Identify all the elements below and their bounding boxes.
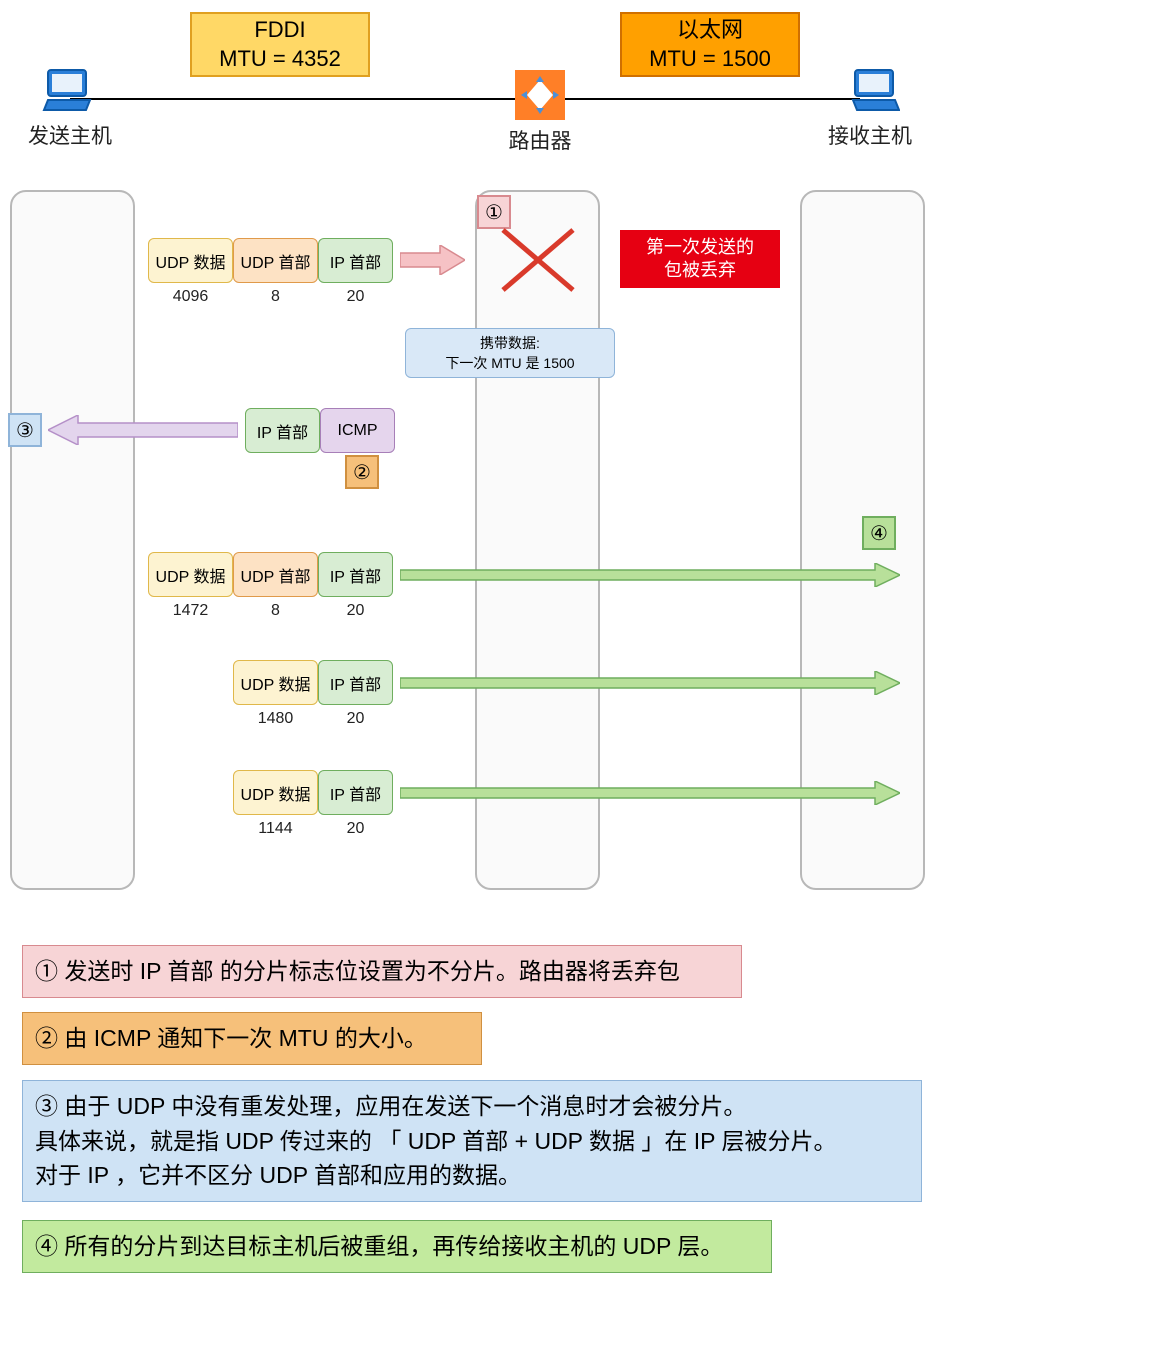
seg-ip-header-1: IP 首部	[318, 238, 393, 283]
receiver-icon	[845, 66, 900, 114]
ethernet-mtu: MTU = 1500	[649, 45, 771, 74]
arrow-pink	[400, 245, 465, 275]
sender-icon	[42, 66, 97, 114]
seg-ip-header-f2: IP 首部	[318, 660, 393, 705]
marker-1: ①	[477, 195, 511, 229]
marker-2: ②	[345, 455, 379, 489]
legend-4: ④ 所有的分片到达目标主机后被重组，再传给接收主机的 UDP 层。	[22, 1220, 772, 1273]
drop-line2: 包被丢弃	[664, 259, 736, 282]
mtu-callout: 携带数据: 下一次 MTU 是 1500	[405, 328, 615, 378]
fddi-mtu-box: FDDI MTU = 4352	[190, 12, 370, 77]
drop-box: 第一次发送的 包被丢弃	[620, 230, 780, 288]
topology-line	[70, 98, 860, 100]
drop-x-icon	[498, 225, 578, 295]
marker-4: ④	[862, 516, 896, 550]
size-4096: 4096	[148, 288, 233, 306]
arrow-green-3	[400, 781, 900, 805]
receiver-label: 接收主机	[820, 120, 920, 150]
ethernet-mtu-box: 以太网 MTU = 1500	[620, 12, 800, 77]
size-8-1: 8	[233, 288, 318, 306]
seg-udp-data-1: UDP 数据	[148, 238, 233, 283]
seg-udp-data-f2: UDP 数据	[233, 660, 318, 705]
sender-host-rect	[10, 190, 135, 890]
size-20-f1: 20	[318, 602, 393, 620]
packet-frag1: UDP 数据 UDP 首部 IP 首部	[148, 552, 393, 597]
size-1480: 1480	[233, 710, 318, 728]
arrow-green-1	[400, 563, 900, 587]
seg-udp-header-1: UDP 首部	[233, 238, 318, 283]
arrow-green-2	[400, 671, 900, 695]
seg-ip-header-icmp: IP 首部	[245, 408, 320, 453]
seg-udp-data-f1: UDP 数据	[148, 552, 233, 597]
callout-line1: 携带数据:	[480, 333, 540, 353]
arrow-purple	[48, 415, 238, 445]
size-20-1: 20	[318, 288, 393, 306]
packet-frag3: UDP 数据 IP 首部	[233, 770, 393, 815]
seg-udp-header-f1: UDP 首部	[233, 552, 318, 597]
ethernet-title: 以太网	[677, 16, 743, 45]
legend-1: ① 发送时 IP 首部 的分片标志位设置为不分片。路由器将丢弃包	[22, 945, 742, 998]
seg-udp-data-f3: UDP 数据	[233, 770, 318, 815]
drop-line1: 第一次发送的	[646, 236, 754, 259]
fddi-mtu: MTU = 4352	[219, 45, 341, 74]
size-1144: 1144	[233, 820, 318, 838]
packet-frag2: UDP 数据 IP 首部	[233, 660, 393, 705]
size-8-f1: 8	[233, 602, 318, 620]
packet-first: UDP 数据 UDP 首部 IP 首部	[148, 238, 393, 283]
packet-icmp: IP 首部 ICMP	[245, 408, 395, 453]
size-20-f2: 20	[318, 710, 393, 728]
seg-ip-header-f1: IP 首部	[318, 552, 393, 597]
legend-2: ② 由 ICMP 通知下一次 MTU 的大小。	[22, 1012, 482, 1065]
size-20-f3: 20	[318, 820, 393, 838]
callout-line2: 下一次 MTU 是 1500	[445, 353, 574, 373]
legend-3: ③ 由于 UDP 中没有重发处理，应用在发送下一个消息时才会被分片。 具体来说，…	[22, 1080, 922, 1202]
router-label: 路由器	[500, 125, 580, 155]
sender-label: 发送主机	[20, 120, 120, 150]
seg-icmp: ICMP	[320, 408, 395, 453]
router-icon	[515, 70, 565, 120]
size-1472: 1472	[148, 602, 233, 620]
seg-ip-header-f3: IP 首部	[318, 770, 393, 815]
marker-3: ③	[8, 413, 42, 447]
fddi-title: FDDI	[254, 16, 305, 45]
